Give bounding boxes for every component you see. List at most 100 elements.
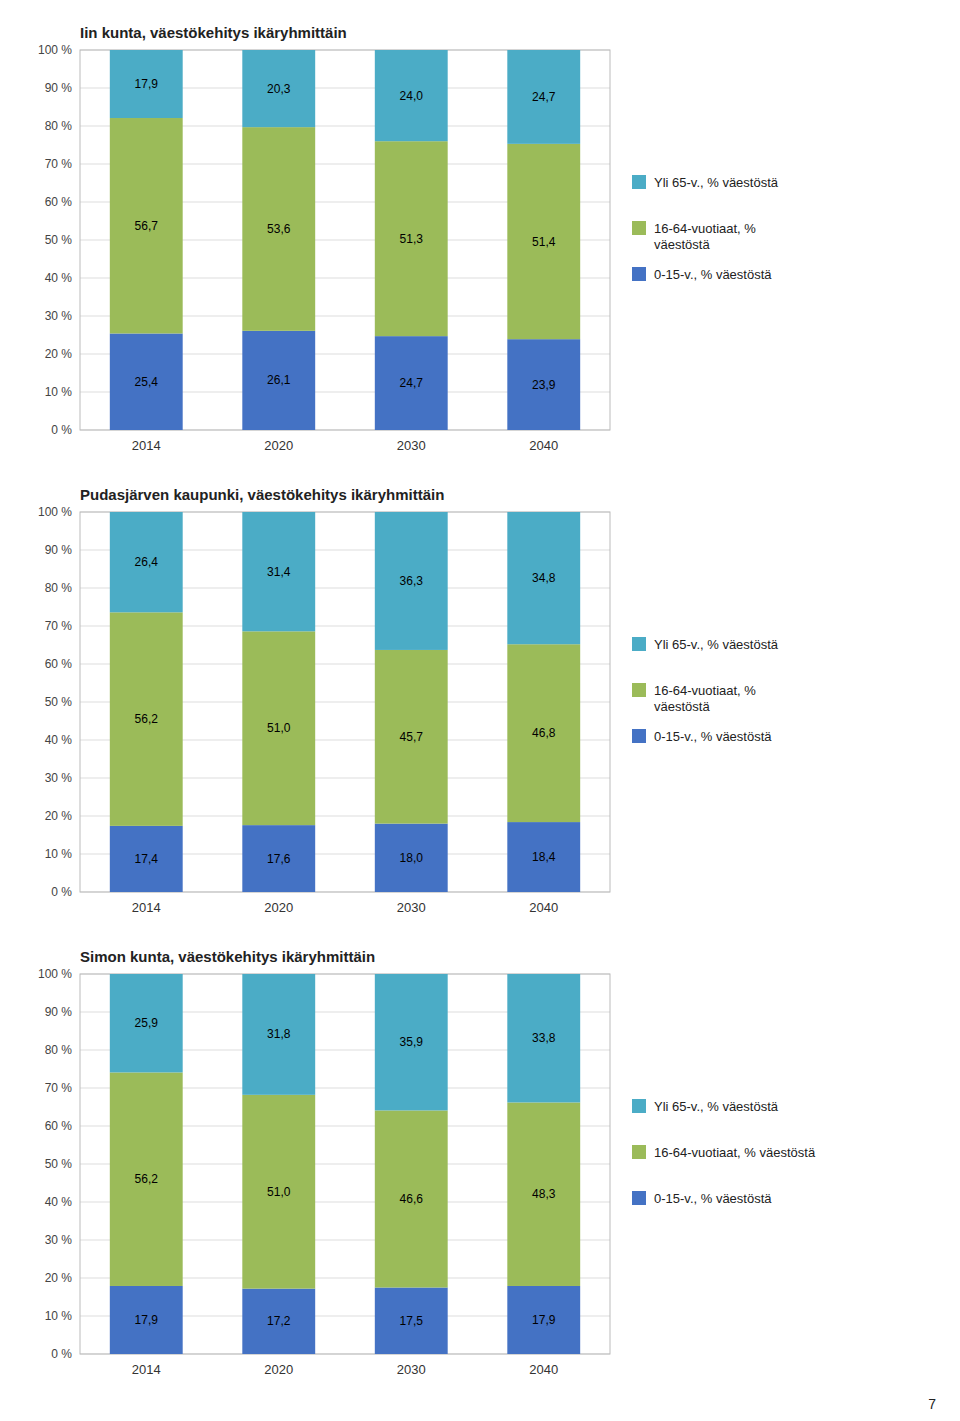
data-label: 26,4	[135, 555, 159, 569]
bar-segment	[110, 612, 183, 826]
y-tick-label: 90 %	[45, 81, 73, 95]
data-label: 31,8	[267, 1027, 291, 1041]
y-tick-label: 0 %	[51, 885, 72, 899]
plot-frame	[80, 512, 610, 892]
x-tick-label: 2030	[397, 900, 426, 915]
y-tick-label: 90 %	[45, 543, 73, 557]
y-tick-label: 30 %	[45, 309, 73, 323]
data-label: 24,7	[532, 90, 556, 104]
data-label: 56,2	[135, 1172, 159, 1186]
y-tick-label: 10 %	[45, 385, 73, 399]
bar-segment	[507, 339, 580, 430]
x-tick-label: 2040	[529, 1362, 558, 1377]
legend-label: 16-64-vuotiaat, %väestöstä	[654, 221, 756, 252]
legend-swatch	[632, 1099, 646, 1113]
y-tick-label: 70 %	[45, 1081, 73, 1095]
chart: Pudasjärven kaupunki, väestökehitys ikär…	[38, 486, 779, 915]
data-label: 24,0	[400, 89, 424, 103]
y-tick-label: 30 %	[45, 771, 73, 785]
page: Iin kunta, väestökehitys ikäryhmittäin 0 …	[0, 0, 960, 1421]
data-labels: 25,456,717,926,153,620,324,751,324,023,9…	[135, 77, 556, 392]
y-tick-label: 40 %	[45, 271, 73, 285]
bar-segment	[375, 824, 448, 892]
y-tick-label: 50 %	[45, 233, 73, 247]
bar-segment	[242, 1289, 315, 1354]
x-tick-label: 2014	[132, 1362, 161, 1377]
chart: Iin kunta, väestökehitys ikäryhmittäin 0 …	[38, 24, 779, 453]
bars	[110, 512, 580, 892]
bar-segment	[375, 650, 448, 824]
y-tick-label: 10 %	[45, 1309, 73, 1323]
legend-swatch	[632, 1191, 646, 1205]
data-label: 45,7	[400, 730, 424, 744]
legend: Yli 65-v., % väestöstä 16-64-vuotiaat, %v…	[632, 637, 779, 744]
data-label: 35,9	[400, 1035, 424, 1049]
bar-segment	[375, 336, 448, 430]
bar-segment	[242, 127, 315, 331]
y-tick-label: 80 %	[45, 119, 73, 133]
data-label: 18,0	[400, 851, 424, 865]
legend-swatch	[632, 683, 646, 697]
x-tick-label: 2030	[397, 1362, 426, 1377]
x-tick-label: 2014	[132, 438, 161, 453]
data-label: 17,5	[400, 1314, 424, 1328]
data-label: 17,2	[267, 1314, 291, 1328]
bar-segment	[110, 826, 183, 892]
y-tick-label: 100 %	[38, 967, 72, 981]
bar-segment	[375, 512, 448, 650]
legend: Yli 65-v., % väestöstä16-64-vuotiaat, % …	[632, 1099, 816, 1206]
bar-segment	[110, 1286, 183, 1354]
data-labels: 17,456,226,417,651,031,418,045,736,318,4…	[135, 555, 556, 866]
bar-segment	[242, 631, 315, 825]
bar-segment	[110, 1072, 183, 1286]
data-label: 26,1	[267, 373, 291, 387]
plot-frame	[80, 974, 610, 1354]
bar-segment	[110, 50, 183, 118]
y-tick-label: 70 %	[45, 619, 73, 633]
chart-title: Iin kunta, väestökehitys ikäryhmittäin	[80, 24, 347, 41]
y-tick-label: 100 %	[38, 505, 72, 519]
x-tick-label: 2040	[529, 900, 558, 915]
bar-segment	[375, 141, 448, 336]
bar-segment	[242, 50, 315, 127]
data-label: 34,8	[532, 571, 556, 585]
data-label: 56,2	[135, 712, 159, 726]
bar-segment	[242, 512, 315, 631]
bar-segment	[110, 333, 183, 430]
x-tick-label: 2020	[264, 438, 293, 453]
y-tick-label: 30 %	[45, 1233, 73, 1247]
data-label: 25,9	[135, 1016, 159, 1030]
bar-segment	[507, 1286, 580, 1354]
data-label: 18,4	[532, 850, 556, 864]
legend-swatch	[632, 175, 646, 189]
y-tick-label: 20 %	[45, 809, 73, 823]
data-label: 17,9	[135, 77, 159, 91]
y-tick-label: 0 %	[51, 1347, 72, 1361]
bar-segment	[375, 1110, 448, 1287]
y-tick-label: 20 %	[45, 347, 73, 361]
bar-segment	[507, 974, 580, 1102]
legend: Yli 65-v., % väestöstä16-64-vuotiaat, %v…	[632, 175, 779, 282]
legend-swatch	[632, 637, 646, 651]
legend-label: Yli 65-v., % väestöstä	[654, 637, 779, 652]
x-tick-label: 2030	[397, 438, 426, 453]
data-label: 31,4	[267, 565, 291, 579]
data-label: 56,7	[135, 219, 159, 233]
data-label: 17,6	[267, 852, 291, 866]
y-tick-label: 0 %	[51, 423, 72, 437]
bar-segment	[375, 974, 448, 1110]
plot-frame	[80, 50, 610, 430]
legend-label: Yli 65-v., % väestöstä	[654, 1099, 779, 1114]
data-label: 51,0	[267, 1185, 291, 1199]
data-label: 51,4	[532, 235, 556, 249]
data-label: 53,6	[267, 222, 291, 236]
bar-segment	[110, 512, 183, 612]
data-label: 20,3	[267, 82, 291, 96]
bar-segment	[507, 512, 580, 644]
y-tick-label: 60 %	[45, 1119, 73, 1133]
data-label: 23,9	[532, 378, 556, 392]
legend-label: 16-64-vuotiaat, %väestöstä	[654, 683, 756, 714]
annotation: 7	[928, 1396, 936, 1412]
y-tick-label: 40 %	[45, 733, 73, 747]
data-label: 46,6	[400, 1192, 424, 1206]
